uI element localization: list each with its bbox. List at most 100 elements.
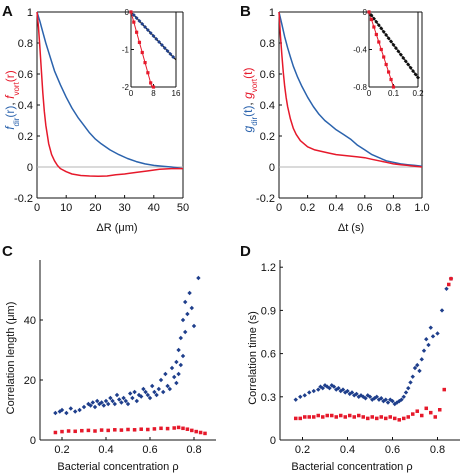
- panel-d-red-square-point: [415, 409, 420, 413]
- panel-d-navy-diamond-point: [444, 286, 449, 291]
- panel-d-navy-diamond-point: [399, 397, 404, 402]
- panel-a-inset-red-square-point: [132, 20, 136, 24]
- panel-c-navy-diamond-point: [176, 347, 181, 353]
- panel-a-inset-navy-diamond-point: [157, 40, 162, 44]
- panel-d-navy-diamond-point: [424, 337, 429, 342]
- panel-d-red-square-point: [410, 412, 415, 416]
- panel-d-red-square-point: [446, 282, 451, 287]
- panel-b-inset-red-square-point: [379, 47, 383, 52]
- panel-d-navy-diamond-point: [417, 368, 422, 374]
- panel-b-inset-black-diamond-point: [374, 19, 379, 24]
- panel-c-navy-diamond-point: [114, 392, 120, 398]
- panel-a-inset-x-tick-label: 0: [129, 89, 134, 98]
- panel-b-x-tick-label: 0.8: [386, 202, 401, 214]
- panel-c-navy-diamond-point: [163, 371, 168, 377]
- panel-a-inset-navy-diamond-point: [151, 34, 156, 38]
- panel-c-navy-diamond-point: [81, 404, 87, 410]
- panel-c-navy-diamond-point: [167, 386, 172, 392]
- panel-c-navy-diamond-point: [106, 401, 111, 407]
- panel-c-navy-diamond-point: [92, 404, 98, 410]
- panel-c-navy-diamond-point: [68, 406, 73, 411]
- panel-c-navy-diamond-point: [180, 317, 186, 323]
- panel-c-navy-diamond-point: [73, 409, 78, 414]
- panel-d-red-square-point: [379, 415, 384, 419]
- panel-a-inset-navy-diamond-point: [131, 13, 136, 17]
- panel-d-navy-diamond-point: [403, 390, 409, 395]
- panel-b-inset-black-diamond-point: [381, 29, 386, 34]
- panel-c-navy-diamond-point: [191, 323, 197, 329]
- panel-b-inset-y-tick-label: 0: [363, 8, 368, 17]
- panel-a-inset-x-tick-label: 16: [172, 89, 181, 98]
- panel-c-navy-diamond-point: [156, 386, 161, 392]
- panel-a-inset-navy-diamond-point: [162, 46, 167, 50]
- panel-a-inset-red-square-point: [146, 71, 150, 75]
- panel-d-navy-diamond-point: [410, 374, 415, 379]
- panel-c-navy-diamond-point: [136, 392, 142, 398]
- panel-c-navy-diamond-point: [110, 398, 115, 404]
- panel-c-y-tick-label: 40: [24, 315, 36, 327]
- panel-d-navy-diamond-point: [340, 387, 346, 392]
- panel-d-navy-diamond-point: [316, 387, 321, 392]
- panel-d-x-tick-label: 0.4: [340, 444, 355, 456]
- panel-b-inset-x-tick-label: 0.1: [388, 89, 400, 98]
- panel-label-d: D: [240, 243, 251, 260]
- panel-c-red-square-point: [190, 428, 194, 433]
- panel-d-red-square-point: [449, 276, 453, 281]
- panel-b-y-tick-label: 1: [269, 7, 275, 19]
- panel-c-navy-diamond-point: [161, 389, 166, 395]
- panel-c-navy-diamond-point: [169, 365, 175, 371]
- panel-c-x-tick-label: 0.4: [98, 444, 113, 456]
- panel-c-navy-diamond-point: [99, 400, 104, 405]
- panel-d-red-square-point: [356, 413, 361, 418]
- panel-a-y-tick-label: 0.4: [18, 100, 33, 112]
- panel-b-y-tick-label: -0.2: [256, 193, 275, 205]
- panel-c-red-square-point: [203, 431, 207, 436]
- panel-b-y-tick-label: 0.6: [260, 69, 275, 81]
- panel-d-navy-diamond-point: [385, 400, 391, 405]
- panel-b-inset-red-square-point: [377, 40, 381, 44]
- panel-a-inset-navy-diamond-point: [171, 55, 176, 59]
- panel-b-blue-curve: [278, 11, 423, 167]
- panel-c-navy-diamond-point: [180, 353, 186, 359]
- panel-a-inset-red-square-point: [137, 40, 142, 44]
- panel-c-x-tick-label: 0.6: [142, 444, 157, 456]
- panel-a-inset-navy-diamond-point: [168, 52, 173, 56]
- panel-a-inset-navy-diamond-point: [137, 19, 142, 23]
- panel-c-navy-diamond-point: [130, 395, 135, 401]
- panel-c-navy-diamond-point: [103, 398, 109, 404]
- panel-d-red-square-point: [352, 415, 357, 419]
- panel-b-y-tick-label: 0.2: [260, 131, 275, 143]
- panel-c-navy-diamond-point: [90, 400, 95, 405]
- panel-d-navy-diamond-point: [408, 380, 413, 385]
- panel-a-x-tick-label: 0: [34, 202, 40, 214]
- panel-b-inset-red-square-point: [374, 32, 378, 37]
- panel-d-navy-diamond-point: [331, 384, 337, 389]
- panel-d-y-tick-label: 0: [270, 435, 276, 447]
- panel-c-red-square-point: [198, 430, 203, 435]
- panel-d-red-square-point: [298, 416, 303, 421]
- panel-d-navy-diamond-point: [419, 357, 424, 362]
- panel-b-x-tick-label: 0.6: [357, 202, 372, 214]
- panel-b-inset-black-diamond-point: [386, 36, 391, 41]
- panel-d-navy-diamond-point: [311, 388, 316, 394]
- panel-d-red-square-point: [343, 415, 348, 419]
- panel-a-y-tick-label: 0.8: [18, 38, 33, 50]
- panel-c-red-square-point: [194, 429, 198, 434]
- panel-d-x-tick-label: 0.2: [295, 444, 310, 456]
- panel-b-inset-y-tick-label: -0.4: [353, 46, 367, 55]
- panel-d-navy-diamond-point: [412, 365, 418, 371]
- panel-a-inset-red-square-point: [140, 50, 144, 55]
- panel-d-navy-diamond-point: [336, 385, 341, 391]
- panel-c-navy-diamond-point: [196, 275, 201, 281]
- panel-a-y-tick-label: 0.6: [18, 69, 33, 81]
- panel-d-navy-diamond-point: [415, 362, 420, 368]
- panel-a-ylabel-blue: fdir(r): [3, 106, 21, 130]
- panel-c-navy-diamond-point: [183, 299, 188, 305]
- panel-c-red-square-point: [165, 426, 170, 431]
- panel-d-y-tick-label: 0.3: [261, 392, 276, 404]
- panel-c-red-square-point: [181, 426, 185, 431]
- panel-a-x-tick-label: 20: [89, 202, 101, 214]
- panel-a-inset-red-square-point: [135, 30, 139, 34]
- panel-c-red-square-point: [185, 427, 190, 431]
- panel-b-y-tick-label: 0.8: [260, 38, 275, 50]
